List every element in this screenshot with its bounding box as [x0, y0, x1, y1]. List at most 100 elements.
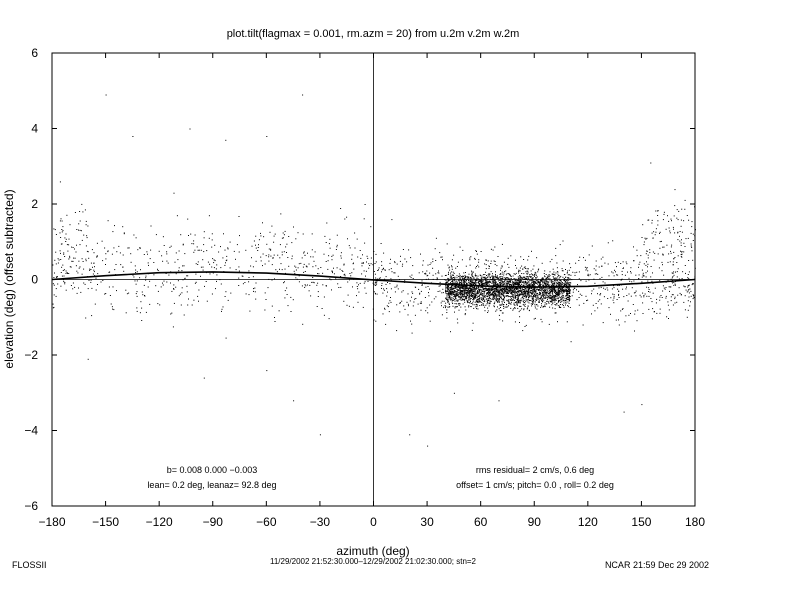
- scatter-point: [499, 288, 501, 290]
- scatter-point: [651, 219, 653, 221]
- scatter-point: [76, 270, 78, 272]
- scatter-point: [559, 297, 561, 299]
- scatter-point: [640, 296, 642, 298]
- scatter-point: [546, 282, 548, 284]
- scatter-point: [547, 285, 549, 287]
- scatter-point: [508, 305, 509, 307]
- scatter-point: [554, 278, 555, 280]
- scatter-point: [476, 305, 478, 307]
- scatter-point: [497, 280, 499, 282]
- scatter-point: [666, 244, 668, 246]
- scatter-point: [495, 277, 497, 278]
- scatter-point: [569, 290, 571, 292]
- scatter-point: [374, 263, 376, 264]
- scatter-point: [472, 292, 474, 294]
- scatter-point: [536, 257, 538, 259]
- y-tick-label: −4: [24, 424, 38, 438]
- scatter-point: [483, 296, 485, 298]
- scatter-point: [447, 290, 449, 292]
- scatter-point: [455, 293, 457, 295]
- scatter-point: [560, 291, 562, 293]
- scatter-point: [533, 301, 535, 303]
- scatter-point: [223, 233, 224, 235]
- scatter-point: [465, 287, 466, 289]
- scatter-point: [480, 278, 482, 280]
- scatter-point: [518, 283, 520, 285]
- scatter-point: [128, 292, 130, 294]
- scatter-point: [407, 314, 409, 316]
- scatter-point: [408, 249, 410, 251]
- scatter-point: [568, 289, 569, 290]
- scatter-point: [479, 274, 481, 276]
- scatter-point: [552, 295, 554, 297]
- scatter-point: [555, 304, 557, 306]
- scatter-point: [426, 275, 428, 277]
- scatter-point: [402, 290, 404, 292]
- scatter-point: [516, 303, 518, 305]
- scatter-point: [467, 289, 469, 290]
- scatter-point: [646, 237, 648, 239]
- scatter-point: [490, 271, 492, 273]
- scatter-point: [510, 287, 512, 289]
- scatter-point: [523, 291, 525, 293]
- scatter-point: [567, 282, 569, 284]
- scatter-point: [469, 259, 471, 261]
- scatter-point: [512, 298, 514, 300]
- scatter-point: [562, 295, 564, 297]
- scatter-point: [230, 292, 232, 294]
- scatter-point: [469, 283, 471, 285]
- scatter-point: [566, 292, 568, 294]
- scatter-point: [608, 275, 610, 277]
- scatter-point: [670, 250, 671, 252]
- scatter-point: [670, 218, 672, 220]
- scatter-point: [475, 296, 477, 298]
- scatter-point: [195, 263, 197, 265]
- scatter-point: [473, 288, 475, 290]
- scatter-point: [370, 257, 372, 259]
- scatter-point: [552, 300, 554, 302]
- scatter-point: [542, 290, 544, 292]
- scatter-point: [487, 288, 489, 290]
- scatter-point: [293, 270, 295, 272]
- scatter-point: [539, 292, 541, 293]
- scatter-point: [476, 286, 478, 288]
- scatter-point: [325, 242, 327, 243]
- scatter-point: [488, 298, 490, 300]
- scatter-point: [440, 256, 442, 258]
- scatter-point: [197, 295, 199, 297]
- scatter-point: [466, 301, 468, 303]
- scatter-point: [213, 262, 215, 264]
- scatter-point: [512, 285, 514, 286]
- scatter-point: [582, 324, 584, 326]
- scatter-point: [478, 281, 479, 283]
- scatter-point: [509, 284, 511, 285]
- scatter-point: [209, 273, 211, 275]
- scatter-point: [52, 303, 54, 305]
- scatter-point: [445, 297, 447, 299]
- scatter-point: [267, 287, 269, 289]
- scatter-point: [465, 288, 467, 290]
- scatter-point: [394, 272, 396, 274]
- scatter-point: [453, 272, 455, 274]
- scatter-point: [518, 311, 520, 313]
- scatter-point: [676, 209, 678, 211]
- scatter-point: [543, 290, 545, 292]
- scatter-point: [486, 292, 488, 294]
- scatter-point: [531, 282, 532, 284]
- scatter-point: [649, 291, 651, 293]
- scatter-point: [459, 274, 461, 276]
- scatter-point: [448, 297, 450, 299]
- scatter-point: [205, 281, 207, 282]
- scatter-point: [456, 291, 457, 293]
- scatter-point: [342, 271, 344, 272]
- scatter-point: [340, 255, 342, 257]
- scatter-point: [493, 289, 495, 291]
- scatter-point: [482, 304, 484, 306]
- scatter-point: [455, 303, 457, 305]
- scatter-point: [481, 286, 483, 288]
- scatter-point: [466, 291, 468, 293]
- scatter-point: [665, 287, 667, 288]
- scatter-point: [105, 258, 107, 260]
- scatter-point: [628, 314, 630, 316]
- scatter-point: [518, 278, 519, 280]
